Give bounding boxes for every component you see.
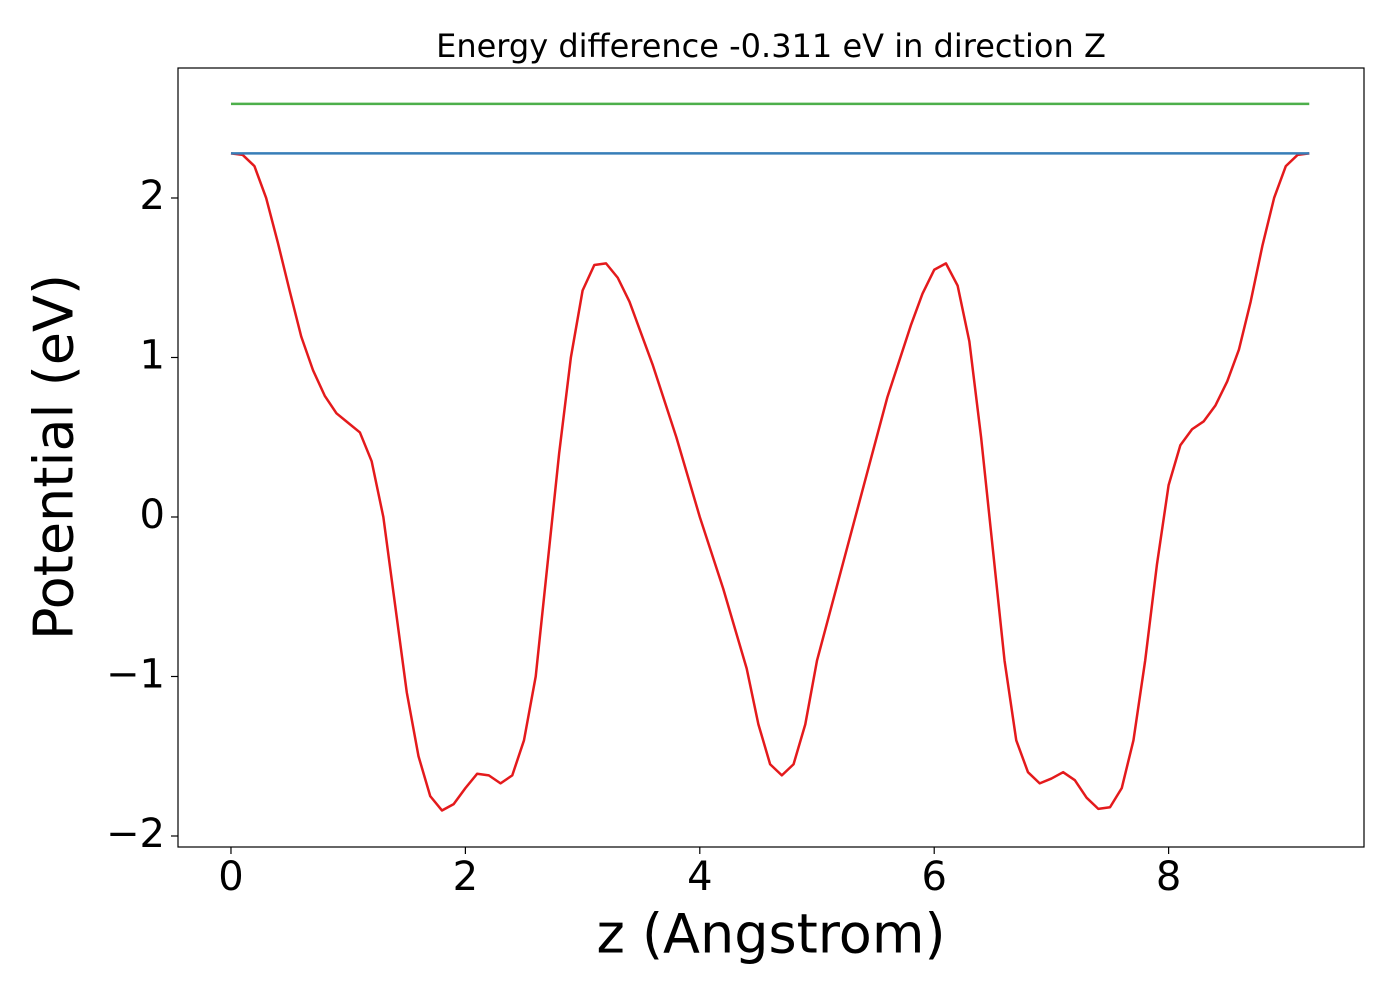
x-tick-label: 2 (453, 854, 478, 900)
x-axis-label: z (Angstrom) (596, 903, 945, 966)
y-tick-label: −1 (106, 651, 165, 697)
x-tick-label: 4 (687, 854, 712, 900)
y-tick-label: 0 (140, 492, 165, 538)
line-series (230, 152, 1310, 812)
x-tick-label: 8 (1156, 854, 1181, 900)
y-axis-label: Potential (eV) (23, 274, 86, 640)
y-tick-label: −2 (106, 811, 165, 857)
y-tick-label: 2 (140, 173, 165, 219)
x-tick-label: 0 (218, 854, 243, 900)
x-tick-label: 6 (921, 854, 946, 900)
plot-frame (177, 67, 1365, 848)
chart-title: Energy difference -0.311 eV in direction… (436, 27, 1106, 65)
y-tick-label: 1 (140, 332, 165, 378)
